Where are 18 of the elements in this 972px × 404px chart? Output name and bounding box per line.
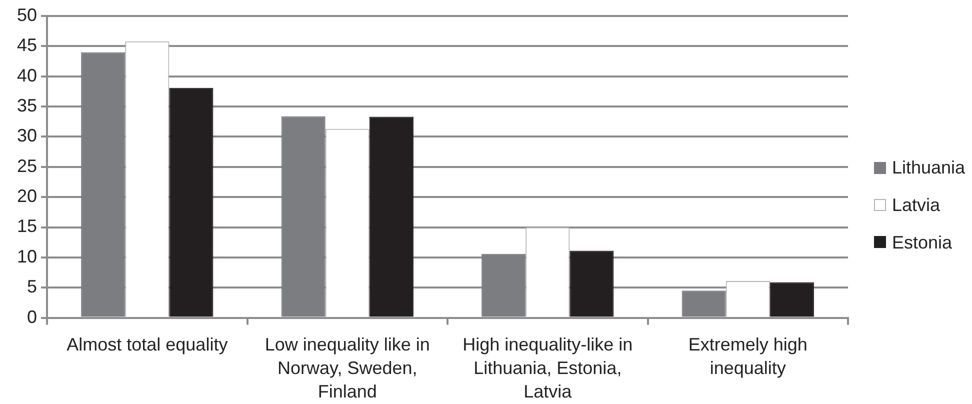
y-tick-label: 25 [16,156,38,176]
y-tick-label: 5 [27,276,38,297]
x-tick-label: Almost total equality [66,334,228,354]
y-tick-label: 45 [16,35,38,56]
y-tick-label: 10 [16,246,38,266]
x-tick-label: Extremely high inequality [688,334,808,378]
legend-label: Lithuania [892,158,966,178]
y-tick-label: 20 [16,186,38,206]
y-tick-label: 30 [16,126,38,146]
y-tick-label: 40 [16,65,38,86]
y-tick-label: 0 [27,306,38,327]
y-tick-label: 35 [16,96,38,116]
x-tick-label: High inequality-like in Lithuania, Estonia, Latvia [462,334,633,402]
x-tick-label: Low inequality like in Norway, Sweden, Finland [264,334,430,402]
legend-label: Latvia [892,194,942,215]
y-tick-label: 15 [16,216,38,236]
y-tick-label: 50 [16,4,38,25]
legend-label: Estonia [892,232,954,252]
